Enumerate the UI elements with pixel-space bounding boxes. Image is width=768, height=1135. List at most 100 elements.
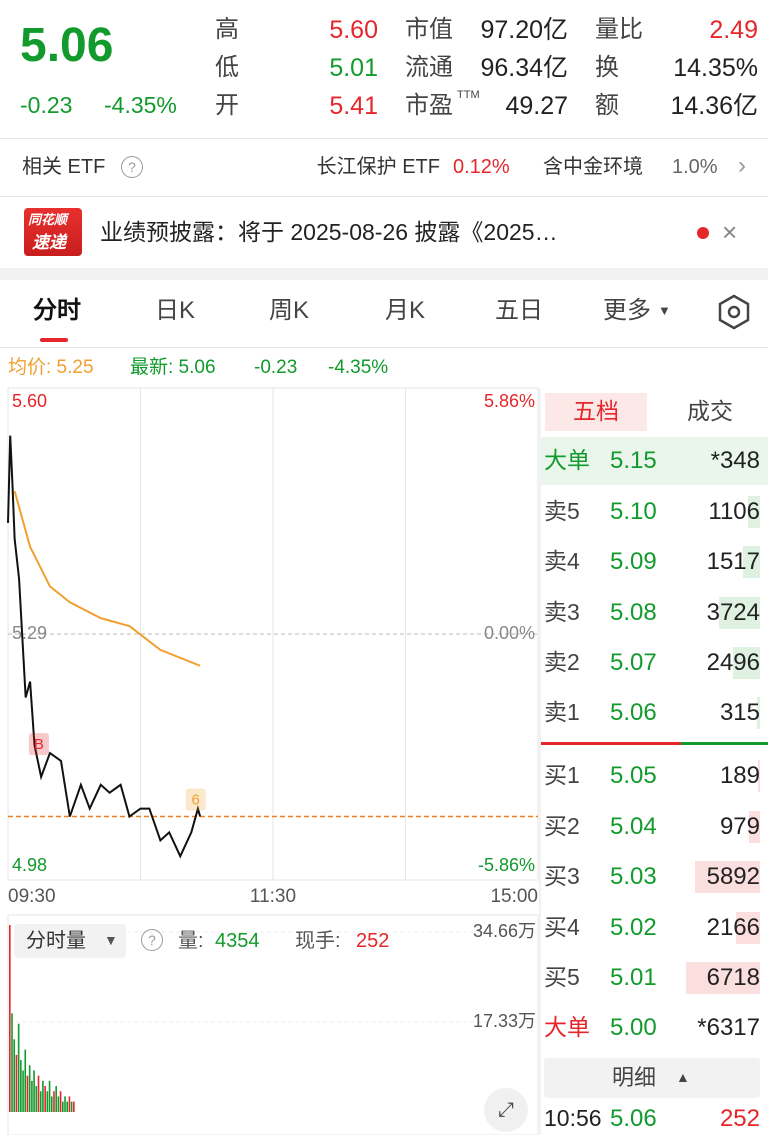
book-label: 卖2 [544,648,580,675]
volume-bar [70,1101,73,1112]
volume-title[interactable]: 分时量 [26,930,86,952]
volume-bar [68,1096,71,1112]
tab[interactable]: 周K [268,297,309,324]
separator [681,742,768,745]
plot-frame [7,914,539,1135]
y2-tick-label: 0.00% [484,623,535,643]
volume-bar [39,1091,42,1112]
detail-label[interactable]: 明细 [612,1065,657,1090]
stat-value: 49.27 [505,92,568,120]
book-volume: *6317 [697,1014,760,1041]
volume-bar [743,546,760,579]
dropdown-arrow[interactable]: ▼ [104,932,118,948]
tab[interactable]: 五日 [495,297,543,324]
help-icon[interactable]: ? [121,156,143,178]
y-tick-label: 5.60 [12,391,47,411]
stat-value: 14.35% [673,54,758,82]
book-volume: 6718 [706,964,760,991]
etf-weight: 1.0% [672,156,718,178]
detail-bg[interactable] [544,1058,760,1098]
book-label: 买3 [544,863,580,889]
book-price: 5.08 [610,598,657,626]
volume-bar [13,1039,16,1112]
y2-tick-label: 5.86% [484,391,535,411]
stat-label: 换 [595,54,619,81]
settings-icon[interactable] [714,292,754,332]
volume-bar [686,962,760,994]
volume-bar [55,1086,57,1112]
stat-value: 5.60 [329,16,378,44]
book-volume: 2166 [706,913,760,941]
book-price: 5.09 [610,548,657,576]
book-label: 大单 [544,447,590,473]
hand-value: 252 [356,930,390,952]
book-tab-bg [545,393,647,431]
y2-tick-label: -5.86% [478,855,535,875]
volume-bar [66,1101,69,1112]
volume-bar [736,911,760,944]
x-tick-label: 09:30 [8,886,56,907]
expand-button[interactable]: ⤢ [484,1088,528,1132]
volume-bar [15,1054,18,1112]
book-tab[interactable]: 五档 [573,398,619,424]
etf-name[interactable]: 长江保护 ETF [316,156,440,178]
tab[interactable]: 日K [154,297,195,324]
book-volume: 2496 [706,648,760,676]
book-volume: *348 [710,447,760,474]
book-volume: 5892 [706,863,760,890]
volume-bar [31,1080,33,1112]
latest-change: -0.23 [254,357,298,378]
tab[interactable]: 月K [384,297,425,324]
volume-value: 4354 [215,930,260,952]
volume-bar [756,697,760,730]
volume-bar [747,496,760,528]
y-tick-label: 4.98 [12,855,47,875]
unread-dot [697,227,709,239]
volume-bar [28,1065,31,1112]
volume-bar [695,861,760,893]
y-tick-label: 5.29 [12,623,47,643]
more-arrow[interactable]: ▼ [658,303,671,318]
tab[interactable]: 分时 [33,297,81,324]
annotation-badge [28,733,49,756]
stat-value: 96.34亿 [480,54,568,82]
tab[interactable]: 更多 [603,297,651,324]
volume-bar [24,1049,27,1112]
x-tick-label: 15:00 [490,886,538,907]
volume-bar [35,1086,38,1112]
latest-price: 最新: 5.06 [130,357,216,378]
volume-bar [59,1091,62,1112]
close-button[interactable]: × [722,217,738,247]
latest-change-pct: -4.35% [328,357,389,378]
book-label: 卖4 [544,548,580,575]
etf-label: 相关 ETF [22,156,106,178]
book-volume: 1517 [706,548,760,576]
book-price: 5.01 [610,964,657,991]
divider [0,196,768,197]
change: -0.23 [20,92,73,118]
volume-selector[interactable] [14,924,126,958]
stat-label: 高 [215,16,239,43]
volume-bar [46,1091,49,1112]
volume-bar [62,1101,64,1112]
book-price: 5.04 [610,812,657,840]
stat-label: 开 [215,92,239,119]
news-text[interactable]: 业绩预披露：将于 2025-08-26 披露《2025… [100,219,558,245]
chevron[interactable]: › [738,152,746,179]
stat-label: 量比 [595,16,643,43]
book-tab[interactable]: 成交 [687,398,733,424]
detail-price: 5.06 [610,1105,657,1132]
hand-label: 现手: [295,930,341,952]
book-label: 买5 [544,964,580,990]
help-icon[interactable]: ? [141,929,163,951]
detail-arrow[interactable]: ▲ [676,1069,690,1085]
annotation: B [34,736,44,753]
volume-bar [33,1070,35,1112]
book-price: 5.00 [610,1014,657,1041]
book-volume: 315 [719,699,760,727]
volume-bar [718,596,760,629]
divider [0,347,768,348]
book-price: 5.03 [610,863,657,890]
